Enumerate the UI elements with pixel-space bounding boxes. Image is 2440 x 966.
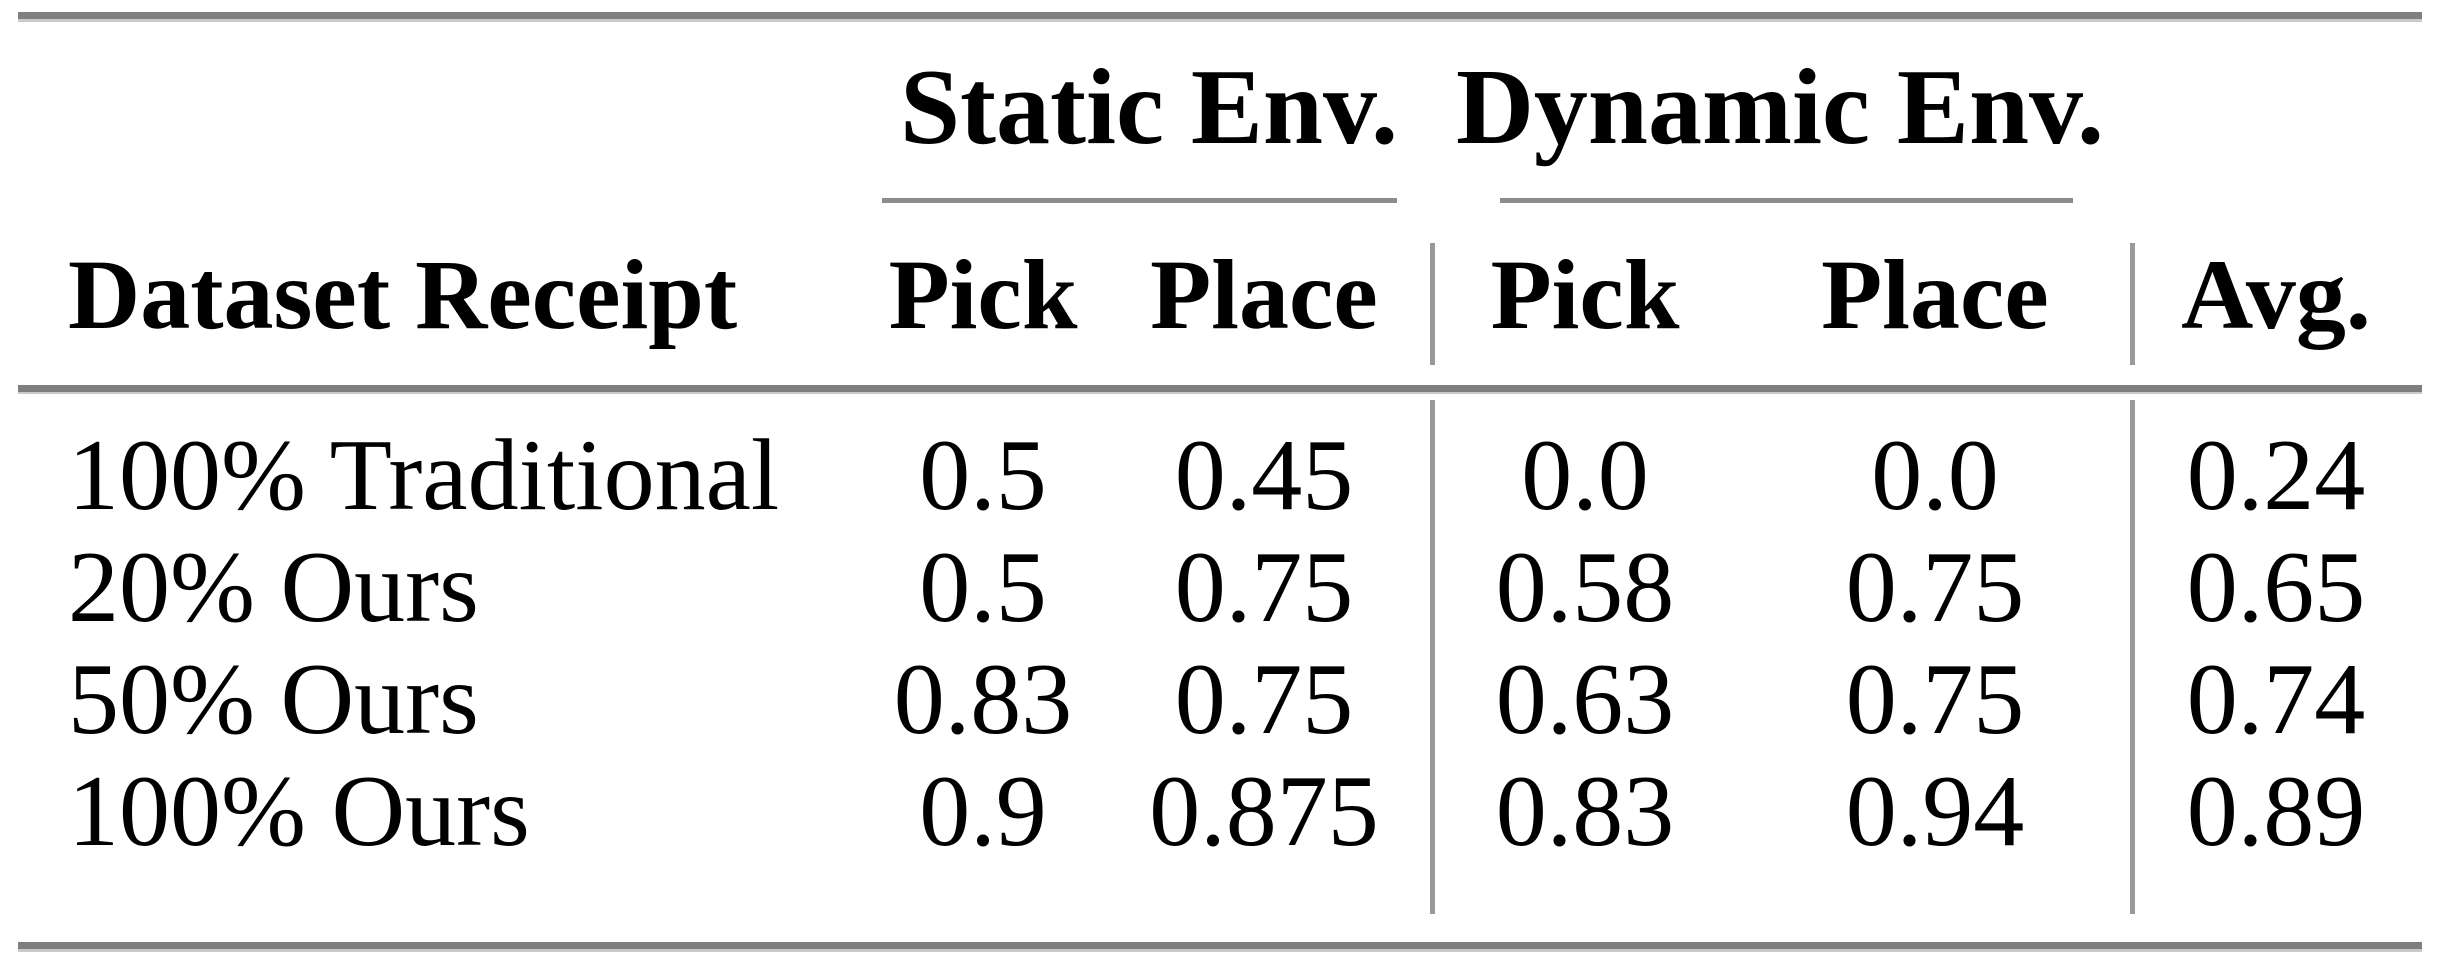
cell-dynamic-pick: 0.0 [1521, 419, 1649, 532]
cell-dynamic-place: 0.94 [1845, 755, 2025, 868]
column-header-dataset-receipt: Dataset Receipt [68, 238, 738, 350]
cell-static-place: 0.45 [1174, 419, 1354, 532]
table-row: 100% Ours 0.9 0.875 0.83 0.94 0.89 [18, 756, 2422, 868]
cell-dynamic-pick: 0.83 [1495, 755, 1675, 868]
group-header-static-env: Static Env. [899, 48, 1399, 167]
cell-static-place: 0.75 [1174, 643, 1354, 756]
cell-static-pick: 0.5 [919, 419, 1047, 532]
table-mid-rule [18, 385, 2422, 394]
vertical-rule-dynamic-avg-header [2130, 243, 2135, 365]
table-row: 50% Ours 0.83 0.75 0.63 0.75 0.74 [18, 644, 2422, 756]
vertical-rule-static-dynamic-header [1430, 243, 1435, 365]
cell-avg: 0.74 [2186, 643, 2366, 756]
row-label: 100% Ours [68, 755, 530, 868]
column-header-static-place: Place [1150, 238, 1378, 350]
table-bottom-rule [18, 942, 2422, 952]
column-header-dynamic-place: Place [1821, 238, 2049, 350]
cmidrule-dynamic-env [1500, 198, 2073, 203]
column-header-avg: Avg. [2181, 238, 2371, 350]
table-column-header-row: Dataset Receipt Pick Place Pick Place Av… [18, 204, 2422, 385]
cell-avg: 0.24 [2186, 419, 2366, 532]
cell-dynamic-place: 0.75 [1845, 643, 2025, 756]
cell-dynamic-place: 0.0 [1871, 419, 1999, 532]
vertical-rule-dynamic-avg-body [2130, 400, 2135, 914]
table-cmidrule-layer [18, 198, 2422, 204]
column-header-dynamic-pick: Pick [1490, 238, 1680, 350]
cmidrule-static-env [882, 198, 1397, 203]
row-label: 20% Ours [68, 531, 479, 644]
table-row: 100% Traditional 0.5 0.45 0.0 0.0 0.24 [18, 420, 2422, 532]
row-label: 50% Ours [68, 643, 479, 756]
cell-dynamic-pick: 0.63 [1495, 643, 1675, 756]
cell-static-place: 0.75 [1174, 531, 1354, 644]
table-row: 20% Ours 0.5 0.75 0.58 0.75 0.65 [18, 532, 2422, 644]
cell-static-place: 0.875 [1149, 755, 1379, 868]
column-header-static-pick: Pick [888, 238, 1078, 350]
group-header-dynamic-env: Dynamic Env. [1455, 48, 2105, 167]
cell-avg: 0.65 [2186, 531, 2366, 644]
cell-avg: 0.89 [2186, 755, 2366, 868]
cell-dynamic-pick: 0.58 [1495, 531, 1675, 644]
vertical-rule-static-dynamic-body [1430, 400, 1435, 914]
cell-static-pick: 0.5 [919, 531, 1047, 644]
table-body: 100% Traditional 0.5 0.45 0.0 0.0 0.24 2… [18, 394, 2422, 942]
results-table: Static Env. Dynamic Env. Dataset Receipt… [18, 0, 2422, 952]
cell-static-pick: 0.9 [919, 755, 1047, 868]
cell-static-pick: 0.83 [893, 643, 1073, 756]
cell-dynamic-place: 0.75 [1845, 531, 2025, 644]
table-group-header-row: Static Env. Dynamic Env. [18, 22, 2422, 198]
row-label: 100% Traditional [68, 419, 780, 532]
table-top-rule [18, 12, 2422, 22]
